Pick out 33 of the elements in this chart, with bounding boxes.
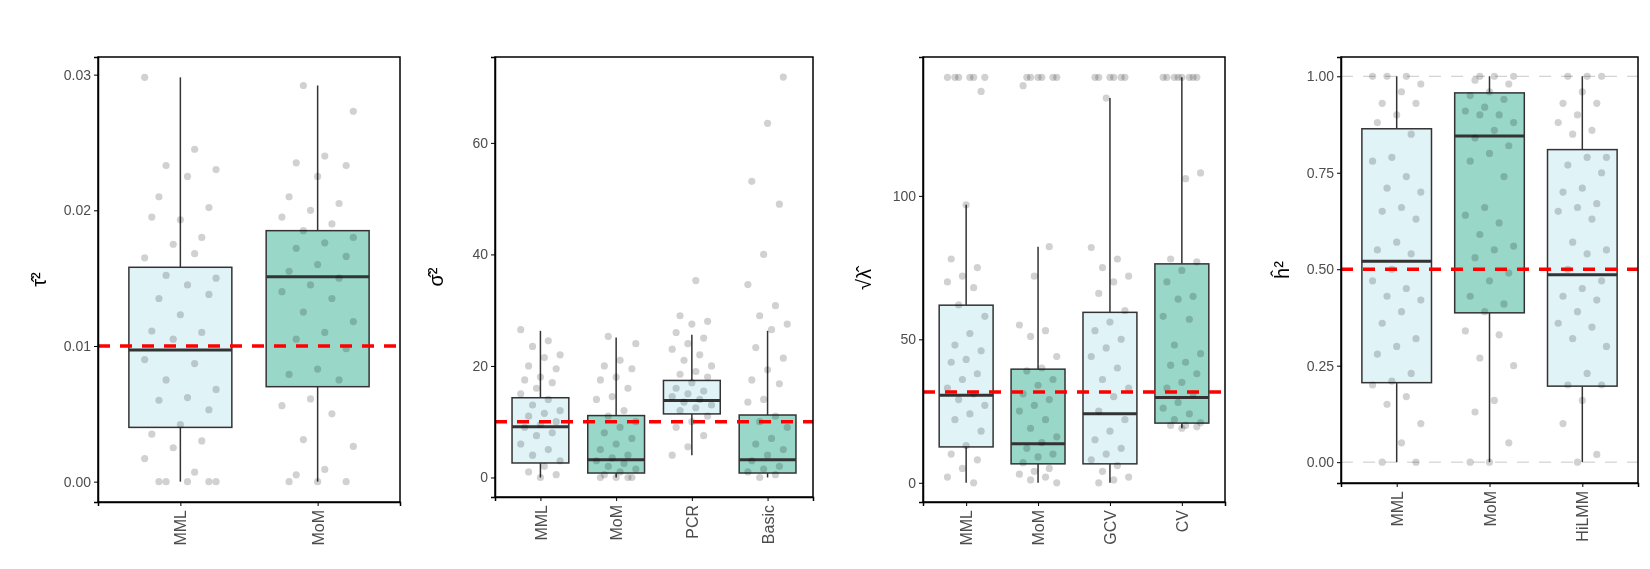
y-tick-label: 40 xyxy=(472,246,489,263)
y-tick-label: 0.01 xyxy=(63,337,92,354)
x-tick-label: MML xyxy=(958,509,976,546)
x-tick-label: CV xyxy=(1173,509,1191,533)
y-tick-label: 0.00 xyxy=(1306,454,1335,471)
y-tick-label: 0.03 xyxy=(63,66,92,83)
y-tick-label: 60 xyxy=(472,134,489,151)
y-tick-label: 0.02 xyxy=(63,202,92,219)
y-tick-label: 50 xyxy=(900,331,917,348)
y-tick-label: 1.00 xyxy=(1306,68,1335,85)
y-axis-title: τ̂² xyxy=(28,271,50,287)
y-axis-title: √λ̂ xyxy=(853,265,875,290)
x-tick-label: HiLMM xyxy=(1574,491,1592,542)
x-tick-label: MML xyxy=(1388,490,1406,527)
x-tick-label: MoM xyxy=(309,510,327,546)
x-tick-label: MML xyxy=(532,504,550,541)
y-axis-title: σ̂² xyxy=(425,267,447,287)
y-tick-label: 0.50 xyxy=(1306,261,1335,278)
y-tick-label: 0.75 xyxy=(1306,164,1335,181)
x-tick-label: MoM xyxy=(608,505,626,541)
y-tick-label: 0 xyxy=(480,469,489,486)
x-tick-label: PCR xyxy=(683,505,701,539)
y-tick-label: 0 xyxy=(908,474,917,491)
x-tick-label: MoM xyxy=(1030,510,1048,546)
y-tick-label: 0.25 xyxy=(1306,357,1335,374)
x-tick-label: Basic xyxy=(759,505,777,545)
x-tick-label: MML xyxy=(172,509,190,546)
y-axis-title: ĥ² xyxy=(1270,260,1293,279)
y-tick-label: 0.00 xyxy=(63,473,92,490)
y-tick-label: 100 xyxy=(892,187,917,204)
x-tick-label: MoM xyxy=(1481,491,1499,527)
y-tick-label: 20 xyxy=(472,357,489,374)
x-tick-label: GCV xyxy=(1102,509,1120,545)
